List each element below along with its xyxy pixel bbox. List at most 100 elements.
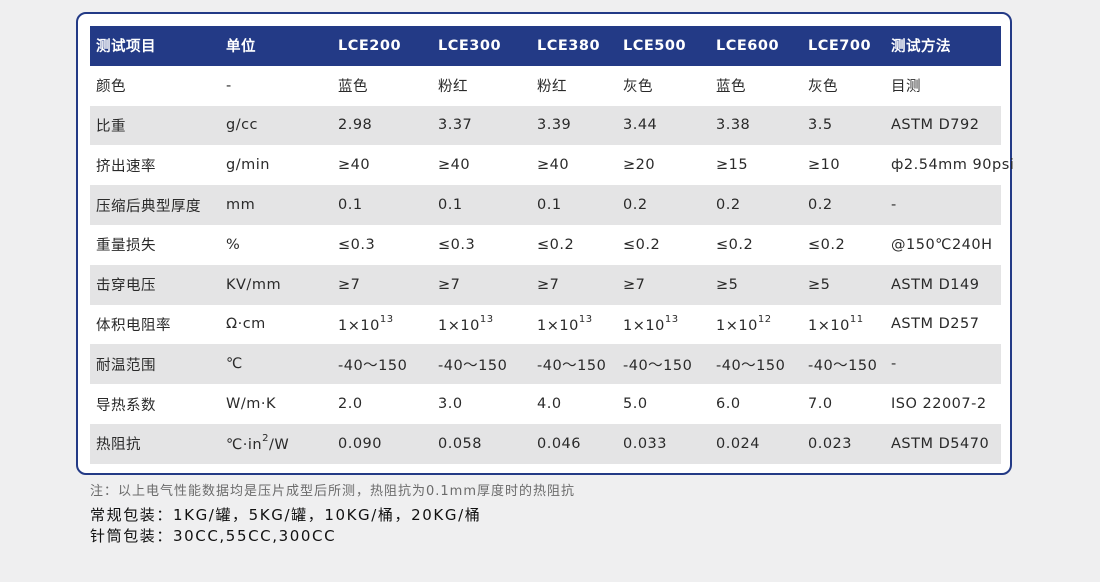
value-text: ≤0.2 <box>623 236 661 253</box>
cell-value: 0.024 <box>710 423 802 464</box>
cell-unit: Ω·cm <box>220 304 332 345</box>
value-text: ≥7 <box>438 276 461 293</box>
value-text: ≤0.2 <box>716 236 754 253</box>
value-text: 0.024 <box>716 435 761 452</box>
cell-value: -40～150 <box>531 344 617 385</box>
cell-test-method: - <box>885 344 1001 385</box>
cell-value: 6.0 <box>710 384 802 424</box>
value-text: 蓝色 <box>338 79 368 96</box>
cell-value: ≥20 <box>617 145 710 186</box>
header-test-method: 测试方法 <box>885 26 1001 66</box>
table-row: 压缩后典型厚度 mm 0.1 0.1 0.1 0.2 0.2 0.2 - <box>90 185 1001 225</box>
cell-value: 0.058 <box>432 423 531 464</box>
cell-value: 0.1 <box>432 185 531 225</box>
cell-unit: g/min <box>220 145 332 186</box>
syringe-packaging-text: 针筒包装：30CC,55CC,300CC <box>90 527 337 545</box>
cell-value: ≥7 <box>531 264 617 305</box>
table-row: 颜色 - 蓝色 粉红 粉红 灰色 蓝色 灰色 目测 <box>90 65 1001 106</box>
value-text: ≥20 <box>623 157 656 174</box>
value-text: 3.39 <box>537 117 572 134</box>
value-text: -40～150 <box>537 357 607 374</box>
cell-value: 1×1013 <box>432 304 531 345</box>
value-text: 2.0 <box>338 396 363 413</box>
cell-value: ≤0.2 <box>710 224 802 265</box>
value-text: 3.38 <box>716 117 751 134</box>
value-text: 6.0 <box>716 396 741 413</box>
note-text: 注：以上电气性能数据均是压片成型后所测，热阻抗为0.1mm厚度时的热阻抗 <box>90 484 576 499</box>
cell-value: 3.38 <box>710 105 802 146</box>
exponent-superscript: 13 <box>379 313 394 325</box>
cell-value: 0.033 <box>617 423 710 464</box>
cell-test-method: ASTM D149 <box>885 264 1001 305</box>
value-text: 3.37 <box>438 117 473 134</box>
exponent-superscript: 11 <box>849 313 864 325</box>
cell-unit: KV/mm <box>220 264 332 305</box>
value-text: ≤0.2 <box>537 236 575 253</box>
value-text: 灰色 <box>808 79 838 96</box>
cell-value: 2.98 <box>332 105 432 146</box>
header-lce700: LCE700 <box>802 26 885 66</box>
cell-value: 4.0 <box>531 384 617 424</box>
table-row: 体积电阻率 Ω·cm 1×1013 1×1013 1×1013 1×1013 1×1012 1… <box>90 304 1001 345</box>
cell-value: ≥7 <box>432 264 531 305</box>
cell-value: 2.0 <box>332 384 432 424</box>
value-text: -40～150 <box>716 357 786 374</box>
cell-value: ≤0.2 <box>617 224 710 265</box>
unit-text: ℃·in <box>226 436 263 453</box>
value-text: 1×10 <box>537 317 579 334</box>
value-text: ≥15 <box>716 157 749 174</box>
value-text: 0.1 <box>338 197 363 214</box>
value-text: 1×10 <box>623 317 665 334</box>
value-text: 0.1 <box>438 197 463 214</box>
cell-value: 3.0 <box>432 384 531 424</box>
cell-value: 1×1011 <box>802 304 885 345</box>
table-row: 热阻抗 ℃·in2/W 0.090 0.058 0.046 0.033 0.024 0.023… <box>90 423 1001 464</box>
value-text: -40～150 <box>438 357 508 374</box>
cell-unit: - <box>220 65 332 106</box>
cell-value: 0.2 <box>617 185 710 225</box>
cell-test-method: ISO 22007-2 <box>885 384 1001 424</box>
cell-test-method: ASTM D792 <box>885 105 1001 146</box>
cell-value: 0.1 <box>332 185 432 225</box>
value-text: 粉红 <box>537 79 567 96</box>
cell-value: 蓝色 <box>710 65 802 106</box>
cell-value: 灰色 <box>802 65 885 106</box>
cell-value: ≤0.3 <box>432 224 531 265</box>
value-text: ≥5 <box>716 276 739 293</box>
value-text: ≤0.3 <box>338 236 376 253</box>
value-text: 1×10 <box>338 317 380 334</box>
cell-value: ≥7 <box>617 264 710 305</box>
value-text: 4.0 <box>537 396 562 413</box>
value-text: 0.1 <box>537 197 562 214</box>
value-text: 2.98 <box>338 117 373 134</box>
value-text: 3.0 <box>438 396 463 413</box>
cell-value: 0.023 <box>802 423 885 464</box>
value-text: 灰色 <box>623 79 653 96</box>
value-text: ≤0.2 <box>808 236 846 253</box>
cell-value: ≥40 <box>332 145 432 186</box>
cell-value: 1×1013 <box>332 304 432 345</box>
value-text: 0.2 <box>808 197 833 214</box>
cell-value: -40～150 <box>432 344 531 385</box>
value-text: 0.2 <box>716 197 741 214</box>
header-lce200: LCE200 <box>332 26 432 66</box>
cell-test-method: 目测 <box>885 65 1001 106</box>
cell-value: ≤0.2 <box>531 224 617 265</box>
value-text: -40～150 <box>623 357 693 374</box>
cell-test-item: 击穿电压 <box>90 264 220 305</box>
cell-test-method: - <box>885 185 1001 225</box>
value-text: ≥10 <box>808 157 841 174</box>
header-unit: 单位 <box>220 26 332 66</box>
table-header-row: 测试项目 单位 LCE200 LCE300 LCE380 LCE500 LCE6… <box>90 26 1001 66</box>
cell-value: 3.44 <box>617 105 710 146</box>
value-text: 1×10 <box>716 317 758 334</box>
exponent-superscript: 13 <box>664 313 679 325</box>
value-text: 0.058 <box>438 435 483 452</box>
cell-test-item: 压缩后典型厚度 <box>90 185 220 225</box>
cell-value: 蓝色 <box>332 65 432 106</box>
cell-value: ≥5 <box>802 264 885 305</box>
value-text: ≥40 <box>338 157 371 174</box>
cell-value: ≥15 <box>710 145 802 186</box>
cell-value: 1×1013 <box>617 304 710 345</box>
value-text: ≥40 <box>537 157 570 174</box>
